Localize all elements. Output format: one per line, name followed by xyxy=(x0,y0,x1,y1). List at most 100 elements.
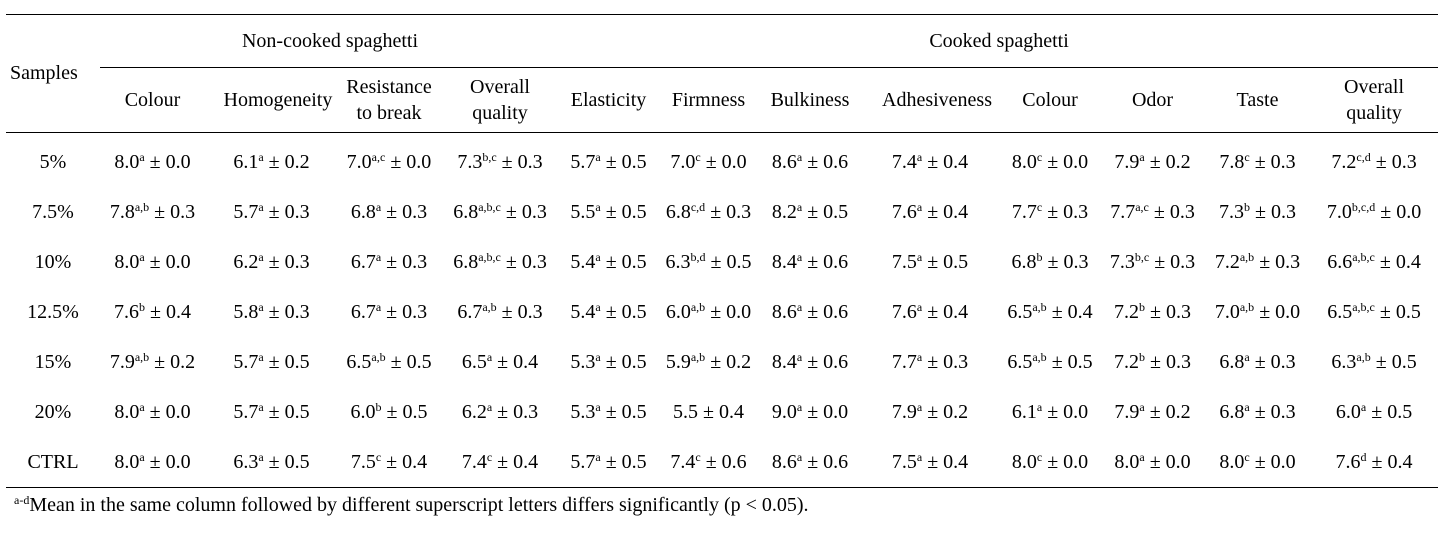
significance-letter: b xyxy=(1139,299,1146,314)
mean-value: 6.8 xyxy=(1219,400,1245,423)
table-cell: 7.3b,c ± 0.3 xyxy=(440,133,560,188)
table-cell: 5.8a ± 0.3 xyxy=(205,287,338,337)
column-header-text: Adhesiveness xyxy=(882,89,992,111)
table-cell: 6.6a,b,c ± 0.4 xyxy=(1310,237,1438,287)
std-dev: ± 0.4 xyxy=(927,450,969,473)
mean-value: 7.6 xyxy=(114,300,139,323)
column-header: Overall quality xyxy=(1310,67,1439,133)
std-dev: ± 0.3 xyxy=(386,250,428,273)
std-dev: ± 0.3 xyxy=(1254,350,1296,373)
table-cell: 5.4a ± 0.5 xyxy=(560,237,657,287)
footnote-sup: a-d xyxy=(14,493,30,507)
table-cell: 8.2a ± 0.5 xyxy=(760,187,860,237)
table-cell: 7.0b,c,d ± 0.0 xyxy=(1310,187,1438,237)
column-header: Overall quality xyxy=(440,67,561,133)
table-cell: 8.6a ± 0.6 xyxy=(760,437,860,488)
mean-value: 5.7 xyxy=(233,200,259,223)
mean-value: 6.8 xyxy=(1011,250,1037,273)
std-dev: ± 0.3 xyxy=(1047,200,1089,223)
mean-value: 7.8 xyxy=(109,200,135,223)
significance-letter: a xyxy=(1036,399,1043,414)
mean-value: 7.4 xyxy=(461,450,487,473)
significance-letter: a,b xyxy=(134,199,150,214)
table-cell: 6.5a,b ± 0.5 xyxy=(1000,337,1100,387)
table-cell: 8.0a ± 0.0 xyxy=(100,437,205,488)
significance-letter: c,d xyxy=(690,199,706,214)
column-header-text: Overall quality xyxy=(1344,76,1405,124)
table-cell: 5.7a ± 0.5 xyxy=(560,133,657,188)
table-cell: 7.7c ± 0.3 xyxy=(1000,187,1100,237)
table-cell: 5.5 ± 0.4 xyxy=(657,387,760,437)
column-header: Elasticity xyxy=(560,67,658,133)
table-cell: 6.8a ± 0.3 xyxy=(1205,387,1310,437)
significance-letter: a xyxy=(916,249,923,264)
significance-letter: a xyxy=(796,199,803,214)
significance-letter: b xyxy=(375,399,382,414)
table-cell: 8.6a ± 0.6 xyxy=(760,133,860,188)
sample-label: 10% xyxy=(34,250,72,273)
std-dev: ± 0.3 xyxy=(1047,250,1089,273)
mean-value: 7.2 xyxy=(1331,150,1357,173)
std-dev: ± 0.3 xyxy=(710,200,752,223)
significance-letter: b,d xyxy=(690,249,706,264)
significance-letter: b xyxy=(1036,249,1043,264)
std-dev: ± 0.5 xyxy=(386,400,428,423)
significance-letter: a xyxy=(796,149,803,164)
mean-value: 8.0 xyxy=(114,450,140,473)
column-header: Resistance to break xyxy=(338,67,440,133)
table-cell: 7.5c ± 0.4 xyxy=(338,437,440,488)
table-cell: 7.9a ± 0.2 xyxy=(1100,387,1205,437)
significance-letter: a xyxy=(796,249,803,264)
table-cell: 6.7a,b ± 0.3 xyxy=(440,287,560,337)
std-dev: ± 0.5 xyxy=(605,400,647,423)
table-cell: 7.5a ± 0.4 xyxy=(860,437,1000,488)
significance-letter: a xyxy=(595,199,601,214)
table-cell: 5.7a ± 0.5 xyxy=(205,337,338,387)
std-dev: ± 0.2 xyxy=(1149,400,1191,423)
table-cell: 8.0a ± 0.0 xyxy=(100,387,205,437)
significance-letter: a,b xyxy=(371,349,386,364)
table-cell: 8.6a ± 0.6 xyxy=(760,287,860,337)
table-cell: 7.4c ± 0.6 xyxy=(657,437,760,488)
sample-label: 5% xyxy=(39,150,67,173)
significance-letter: a xyxy=(796,299,803,314)
std-dev: ± 0.3 xyxy=(505,250,547,273)
mean-value: 6.0 xyxy=(1335,400,1361,423)
significance-letter: a xyxy=(139,149,145,164)
significance-letter: c xyxy=(486,449,493,464)
significance-letter: a xyxy=(916,149,923,164)
column-header-text: Overall quality xyxy=(470,76,530,124)
table-cell: 6.1a ± 0.0 xyxy=(1000,387,1100,437)
table-cell: 6.5a ± 0.4 xyxy=(440,337,560,387)
significance-letter: a xyxy=(258,149,264,164)
significance-letter: a xyxy=(139,399,145,414)
mean-value: 8.6 xyxy=(771,450,797,473)
column-header: Bulkiness xyxy=(760,67,861,133)
column-header-text: Resistance to break xyxy=(346,76,432,124)
table-cell: 7.7a,c ± 0.3 xyxy=(1100,187,1205,237)
table-cell: 6.2a ± 0.3 xyxy=(440,387,560,437)
std-dev: ± 0.5 xyxy=(1371,400,1413,423)
std-dev: ± 0.0 xyxy=(705,150,747,173)
significance-letter: c xyxy=(695,149,701,164)
table-cell: 7.8a,b ± 0.3 xyxy=(100,187,205,237)
table-body: 5% 8.0a ± 0.0 6.1a ± 0.2 7.0a,c ± 0.0 7.3b,c ± 0… xyxy=(6,133,1438,488)
mean-value: 8.0 xyxy=(1114,450,1140,473)
std-dev: ± 0.6 xyxy=(705,450,747,473)
std-dev: ± 0.4 xyxy=(150,300,191,323)
std-dev: ± 0.0 xyxy=(1259,300,1301,323)
mean-value: 6.1 xyxy=(233,150,259,173)
significance-letter: a xyxy=(595,399,601,414)
mean-value: 7.5 xyxy=(891,250,917,273)
significance-letter: a xyxy=(139,249,145,264)
table-cell: 7.5a ± 0.5 xyxy=(860,237,1000,287)
mean-value: 7.7 xyxy=(891,350,917,373)
mean-value: 7.0 xyxy=(1214,300,1240,323)
significance-letter: a xyxy=(796,349,803,364)
std-dev: ± 0.4 xyxy=(497,350,539,373)
mean-value: 8.6 xyxy=(771,150,797,173)
mean-value: 5.7 xyxy=(233,350,259,373)
table-cell: 6.1a ± 0.2 xyxy=(205,133,338,188)
significance-letter: a,b,c xyxy=(1352,299,1375,314)
std-dev: ± 0.0 xyxy=(149,400,191,423)
